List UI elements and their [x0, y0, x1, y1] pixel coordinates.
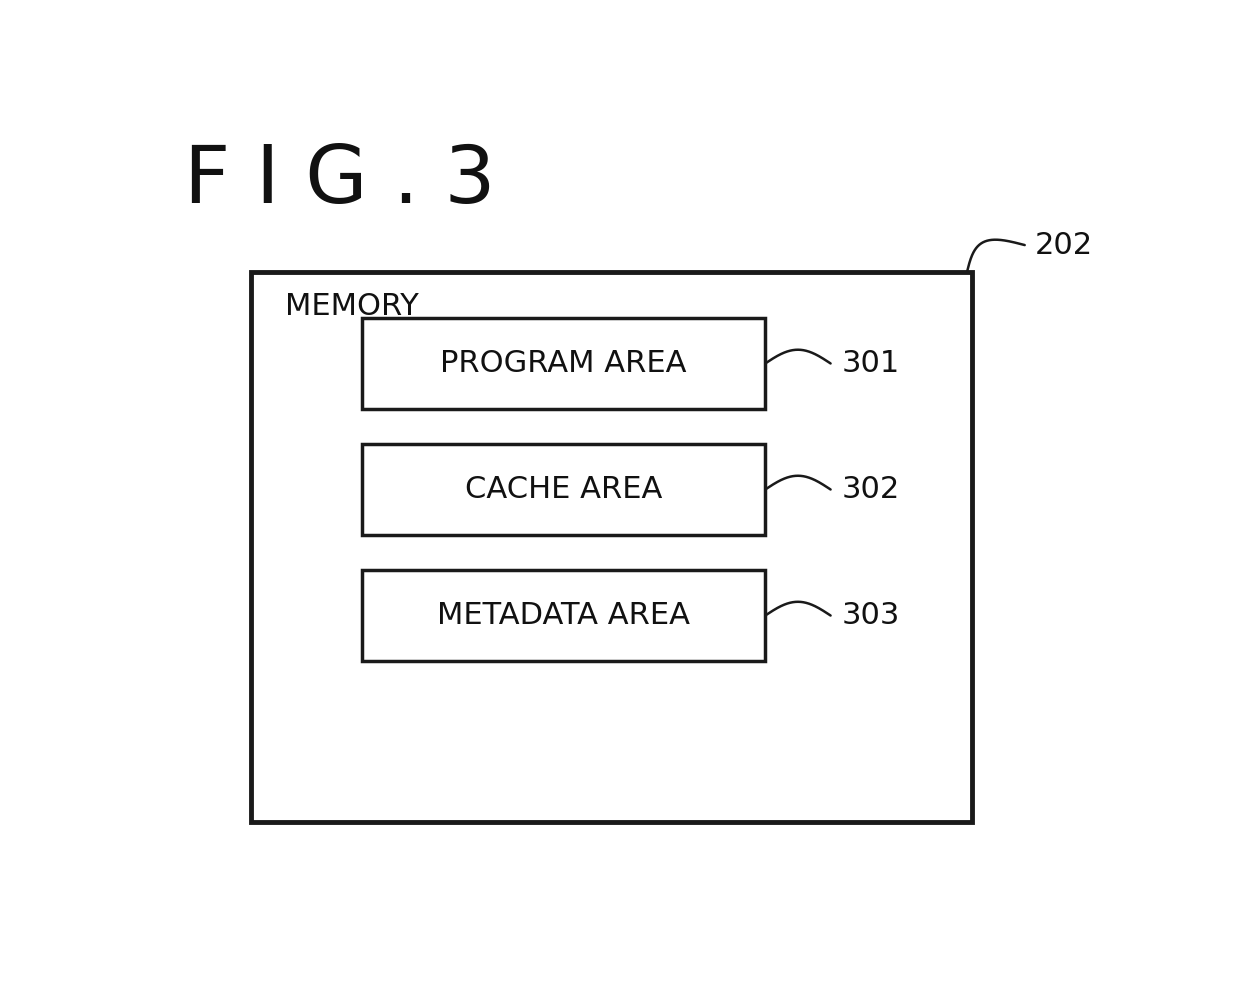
- Text: F I G . 3: F I G . 3: [184, 142, 496, 220]
- Bar: [362, 443, 765, 536]
- Bar: [250, 272, 972, 821]
- Text: 303: 303: [842, 601, 900, 630]
- Text: 301: 301: [842, 349, 900, 378]
- Text: CACHE AREA: CACHE AREA: [465, 475, 662, 504]
- Text: 202: 202: [1034, 230, 1092, 260]
- Text: MEMORY: MEMORY: [285, 292, 418, 320]
- Text: 302: 302: [842, 475, 900, 504]
- Text: METADATA AREA: METADATA AREA: [436, 601, 689, 630]
- Bar: [362, 317, 765, 410]
- Bar: [362, 569, 765, 662]
- Text: PROGRAM AREA: PROGRAM AREA: [440, 349, 687, 378]
